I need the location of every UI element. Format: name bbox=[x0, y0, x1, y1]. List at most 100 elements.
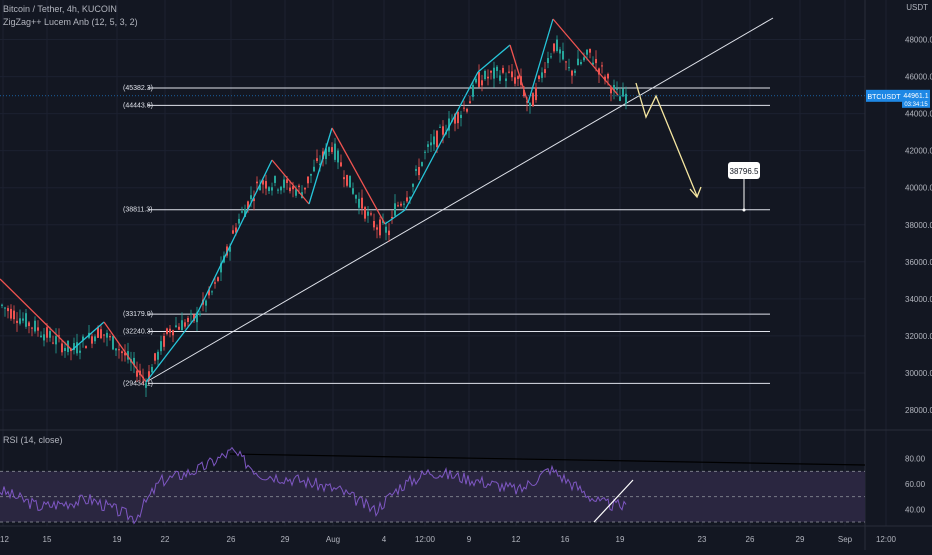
candle-body bbox=[40, 335, 42, 338]
time-tick-label: 19 bbox=[113, 535, 122, 544]
candle-body bbox=[190, 313, 192, 315]
candle-body bbox=[196, 312, 198, 323]
price-axis[interactable]: 48000.0 46000.0 44000.0 42000.0 40000.0 38000… bbox=[905, 36, 932, 515]
countdown-text: 03:34:15 bbox=[904, 102, 928, 108]
time-tick-label: 29 bbox=[281, 535, 290, 544]
time-tick-label: 15 bbox=[43, 535, 52, 544]
target-callout[interactable]: 38796.5 bbox=[728, 162, 760, 212]
symbol-legend[interactable]: Bitcoin / Tether, 4h, KUCOIN bbox=[3, 4, 117, 14]
candle-body bbox=[349, 175, 351, 188]
candle-body bbox=[469, 101, 471, 104]
time-axis[interactable]: 12 15 19 22 26 29 Aug 4 12:00 9 12 16 19 23 26 29 Sep 12:… bbox=[0, 535, 897, 544]
candle-body bbox=[427, 144, 429, 147]
symbol-tag bbox=[866, 89, 902, 102]
candle-body bbox=[439, 126, 441, 128]
rsi-line bbox=[0, 446, 634, 525]
zigzag-up-segment bbox=[404, 71, 479, 211]
price-tick-label: 30000.0 bbox=[905, 369, 932, 378]
candle-body bbox=[418, 166, 420, 176]
candle-body bbox=[22, 318, 24, 321]
zigzag-up-segment bbox=[527, 18, 554, 104]
time-tick-label: 12 bbox=[512, 535, 521, 544]
candle-body bbox=[292, 186, 294, 190]
rsi-band bbox=[0, 470, 865, 523]
candle-body bbox=[328, 147, 330, 152]
level-label: (38811.3) bbox=[123, 207, 152, 214]
candle-body bbox=[586, 49, 588, 55]
zigzag-down-segment bbox=[103, 321, 147, 383]
candle-body bbox=[574, 70, 576, 73]
candle-body bbox=[145, 382, 147, 388]
candle-body bbox=[412, 183, 414, 187]
price-tag bbox=[902, 89, 930, 108]
candle-body bbox=[157, 351, 159, 360]
candle-body bbox=[262, 180, 264, 185]
trend-lines[interactable] bbox=[147, 17, 866, 466]
price-tick-label: 40000.0 bbox=[905, 184, 932, 193]
indicator-legend[interactable]: ZigZag++ Lucem Anb (12, 5, 3, 2) bbox=[3, 17, 138, 27]
candle-body bbox=[508, 71, 510, 73]
candle-body bbox=[112, 336, 114, 350]
candle-body bbox=[235, 227, 237, 233]
candle-body bbox=[250, 195, 252, 200]
candle-body bbox=[619, 96, 621, 101]
candle-body bbox=[181, 320, 183, 331]
candle-body bbox=[1, 304, 3, 306]
horizontal-levels[interactable]: (45382.3) (44443.6) (38811.3) (33179.0) (322… bbox=[123, 85, 770, 387]
candle-body bbox=[289, 187, 291, 192]
currency-label[interactable]: USDT bbox=[906, 3, 928, 12]
candle-body bbox=[97, 326, 99, 338]
zigzag-down-segment bbox=[552, 18, 619, 96]
candle-body bbox=[571, 70, 573, 76]
candle-body bbox=[307, 176, 309, 184]
candle-body bbox=[541, 72, 543, 78]
candle-body bbox=[382, 220, 384, 224]
candle-body bbox=[475, 78, 477, 83]
time-tick-label: Sep bbox=[838, 535, 853, 544]
time-tick-label: 19 bbox=[616, 535, 625, 544]
candle-body bbox=[502, 67, 504, 73]
zigzag-up-segment bbox=[308, 127, 333, 205]
candle-body bbox=[268, 187, 270, 192]
zigzag-up-segment bbox=[477, 44, 511, 73]
candle-body bbox=[247, 201, 249, 211]
candle-body bbox=[463, 107, 465, 109]
rsi-legend[interactable]: RSI (14, close) bbox=[3, 435, 63, 445]
candle-body bbox=[229, 246, 231, 252]
candle-body bbox=[151, 366, 153, 373]
projection-arrowhead bbox=[689, 186, 702, 199]
time-tick-label: 23 bbox=[698, 535, 707, 544]
candle-body bbox=[547, 58, 549, 64]
candle-body bbox=[394, 203, 396, 216]
rsi-tick-label: 80.00 bbox=[905, 455, 926, 464]
time-tick-label: 12:00 bbox=[415, 535, 436, 544]
candle-body bbox=[205, 300, 207, 306]
time-tick-label: 16 bbox=[561, 535, 570, 544]
candle-body bbox=[259, 185, 261, 191]
candle-body bbox=[322, 151, 324, 160]
candle-body bbox=[208, 289, 210, 296]
candle-body bbox=[442, 126, 444, 135]
candle-body bbox=[76, 342, 78, 354]
candle-body bbox=[187, 317, 189, 322]
time-tick-label: 12 bbox=[0, 535, 9, 544]
candle-body bbox=[433, 136, 435, 145]
candle-body bbox=[241, 211, 243, 213]
price-tick-label: 28000.0 bbox=[905, 406, 932, 415]
candle-body bbox=[106, 332, 108, 338]
candle-body bbox=[397, 205, 399, 207]
callout-label: 38796.5 bbox=[730, 167, 759, 176]
candle-body bbox=[271, 187, 273, 191]
symbol-tag-text: BTCUSDT bbox=[867, 94, 901, 101]
zigzag-down-segment bbox=[509, 44, 529, 104]
level-label: (44443.6) bbox=[123, 102, 153, 109]
candle-body bbox=[523, 90, 525, 97]
projection-path[interactable] bbox=[635, 82, 702, 199]
candle-body bbox=[16, 320, 18, 323]
candle-body bbox=[403, 203, 405, 205]
price-tick-label: 48000.0 bbox=[905, 36, 932, 45]
rsi-trendline bbox=[229, 453, 866, 466]
